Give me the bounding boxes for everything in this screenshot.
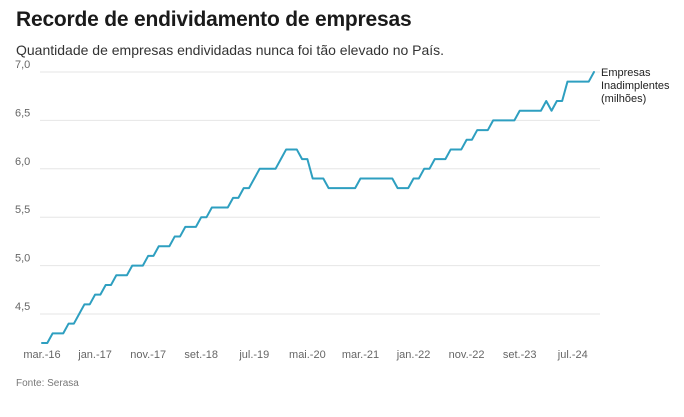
y-tick-label: 6,0 — [15, 156, 30, 168]
source-note: Fonte: Serasa — [16, 378, 79, 389]
series-line — [41, 71, 595, 345]
chart-subtitle: Quantidade de empresas endividadas nunca… — [16, 42, 445, 58]
x-tick-label: nov.-17 — [130, 349, 166, 361]
x-tick-label: set.-23 — [503, 349, 537, 361]
y-tick-label: 6,5 — [15, 107, 30, 119]
x-tick-label: mar.-21 — [342, 349, 379, 361]
y-tick-label: 4,5 — [15, 301, 30, 313]
x-tick-label: jul.-19 — [238, 349, 269, 361]
x-tick-label: jan.-17 — [77, 349, 112, 361]
y-tick-label: 5,0 — [15, 253, 30, 265]
y-tick-label: 5,5 — [15, 204, 30, 216]
x-tick-label: set.-18 — [184, 349, 218, 361]
y-tick-label: 7,0 — [15, 59, 30, 71]
x-tick-label: mai.-20 — [289, 349, 326, 361]
series-label: Empresas Inadimplentes (milhões) — [601, 67, 670, 105]
x-tick-label: jan.-22 — [396, 349, 431, 361]
chart-title: Recorde de endividamento de empresas — [16, 8, 412, 31]
x-tick-label: mar.-16 — [23, 349, 60, 361]
x-tick-label: jul.-24 — [557, 349, 588, 361]
x-tick-label: nov.-22 — [449, 349, 485, 361]
